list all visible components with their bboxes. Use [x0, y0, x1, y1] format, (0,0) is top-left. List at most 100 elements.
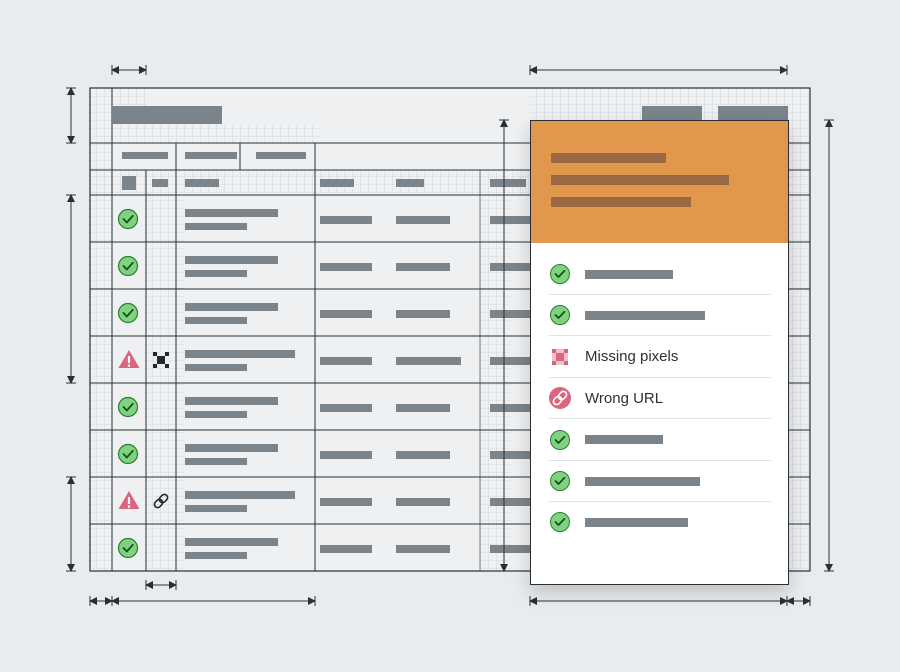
missing-pixels-icon — [153, 352, 169, 368]
row-cell-placeholder — [490, 263, 530, 271]
panel-item[interactable]: Wrong URL — [549, 378, 771, 420]
column-header-placeholder — [490, 179, 526, 187]
panel-item[interactable] — [549, 502, 771, 542]
grid-pattern-area — [90, 88, 112, 571]
panel-item[interactable] — [549, 295, 771, 337]
header-placeholder-line — [551, 153, 666, 163]
pixel-cell — [564, 352, 568, 357]
row-cell-placeholder — [320, 498, 372, 506]
row-cell-placeholder — [490, 216, 530, 224]
pixel-cell — [564, 360, 568, 365]
row-cell-placeholder — [490, 498, 530, 506]
row-subtitle-placeholder — [185, 458, 247, 465]
grid-pattern-area — [112, 124, 320, 144]
panel-item[interactable] — [549, 461, 771, 502]
pixel-cell — [556, 360, 560, 365]
check-icon — [117, 537, 139, 559]
pixel-cell — [552, 348, 556, 353]
row-title-placeholder — [185, 209, 278, 217]
panel-item[interactable] — [549, 254, 771, 295]
check-icon — [549, 511, 571, 533]
column-header-placeholder — [152, 179, 168, 187]
pixel-cell — [564, 348, 568, 353]
row-cell-placeholder — [490, 310, 530, 318]
pixel-cell — [552, 360, 556, 365]
row-subtitle-placeholder — [185, 223, 247, 230]
panel-item-placeholder — [585, 269, 673, 279]
warning-icon — [118, 491, 140, 509]
pixel-cell — [552, 352, 556, 357]
column-header-placeholder — [320, 179, 354, 187]
pixel-cell — [556, 352, 560, 357]
grid-pattern-area — [787, 120, 810, 571]
panel-item[interactable] — [549, 420, 771, 461]
check-icon-mark — [122, 449, 134, 459]
row-subtitle-placeholder — [185, 505, 247, 512]
pixel-cell — [157, 356, 161, 360]
row-cell-placeholder — [396, 404, 450, 412]
row-cell-placeholder — [490, 545, 530, 553]
pixel-cell — [161, 356, 165, 360]
row-title-placeholder — [185, 397, 278, 405]
link-loop — [552, 395, 563, 406]
check-icon-mark — [122, 308, 134, 318]
select-all-checkbox — [122, 176, 136, 190]
check-icon-circle — [117, 302, 139, 324]
row-cell-placeholder — [396, 451, 450, 459]
check-icon — [549, 429, 571, 451]
inspection-panel[interactable]: Missing pixels Wrong URL — [530, 120, 789, 585]
column-header-placeholder — [396, 179, 424, 187]
header-placeholder-line — [551, 175, 729, 185]
row-cell-placeholder — [490, 404, 530, 412]
pixel-cell — [556, 348, 560, 353]
check-icon — [117, 443, 139, 465]
link-loop — [557, 390, 568, 401]
panel-item-placeholder — [585, 517, 688, 527]
check-icon — [117, 255, 139, 277]
row-cell-placeholder — [320, 451, 372, 459]
pixel-cell — [161, 364, 165, 368]
pixel-cell — [552, 356, 556, 361]
check-icon — [549, 470, 571, 492]
filter-placeholder — [256, 152, 306, 159]
grid-pattern-area — [112, 88, 146, 106]
check-icon-circle — [117, 537, 139, 559]
pixel-cell — [560, 360, 564, 365]
warning-icon-bang — [127, 497, 131, 504]
row-cell-placeholder — [320, 263, 372, 271]
row-cell-placeholder — [490, 357, 530, 365]
warning-icon-dot — [127, 364, 131, 367]
check-icon-circle — [117, 255, 139, 277]
row-subtitle-placeholder — [185, 364, 247, 371]
pixel-cell — [157, 360, 161, 364]
row-cell-placeholder — [490, 451, 530, 459]
broken-link-icon — [549, 387, 571, 410]
pixel-cell — [153, 360, 157, 364]
pixel-cell — [153, 364, 157, 368]
pixel-cell — [153, 356, 157, 360]
check-icon-mark — [122, 402, 134, 412]
dimension-markers — [66, 65, 834, 606]
link-loop — [153, 498, 164, 509]
header-button-placeholder — [718, 106, 788, 120]
check-icon-mark — [122, 543, 134, 553]
check-icon — [117, 208, 139, 230]
row-title-placeholder — [185, 444, 278, 452]
row-subtitle-placeholder — [185, 270, 247, 277]
panel-item-label: Wrong URL — [585, 389, 664, 407]
panel-item[interactable]: Missing pixels — [549, 337, 771, 378]
row-subtitle-placeholder — [185, 411, 247, 418]
panel-item-placeholder — [585, 310, 705, 320]
row-title-placeholder — [185, 491, 295, 499]
broken-link-icon — [552, 390, 568, 406]
check-icon — [117, 302, 139, 324]
row-title-placeholder — [185, 303, 278, 311]
check-icon-mark — [122, 261, 134, 271]
pixel-cell — [157, 364, 161, 368]
pixel-cell — [560, 348, 564, 353]
pixel-cell — [165, 360, 169, 364]
pixel-cell — [161, 360, 165, 364]
row-title-placeholder — [185, 256, 278, 264]
pixel-cell — [161, 352, 165, 356]
row-cell-placeholder — [320, 545, 372, 553]
